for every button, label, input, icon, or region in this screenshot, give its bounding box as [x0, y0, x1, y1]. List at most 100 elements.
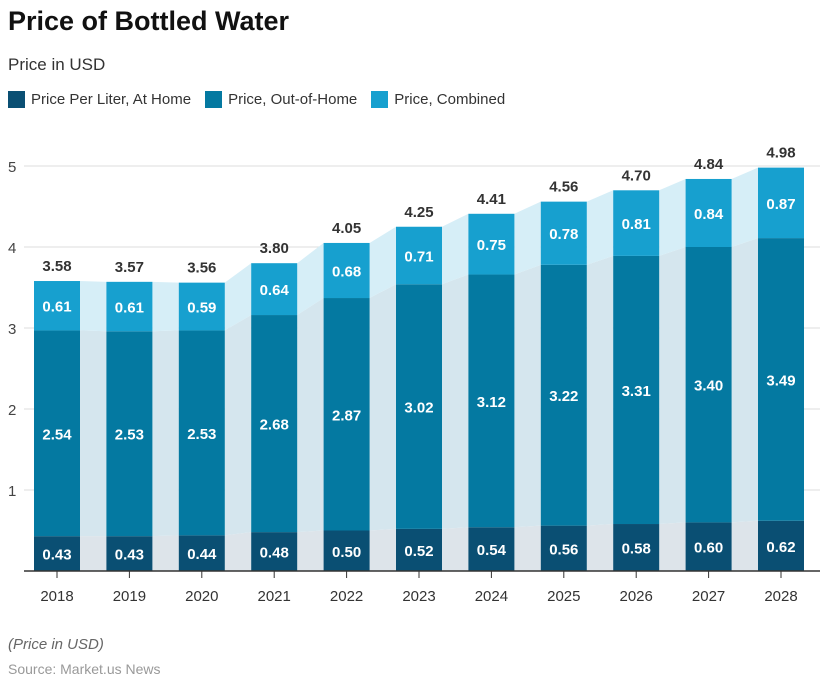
x-tick-label: 2020 [185, 588, 218, 605]
bar-segment [251, 315, 298, 533]
total-label: 4.56 [549, 179, 578, 196]
connector-area [659, 522, 686, 571]
data-label: 0.54 [477, 542, 507, 559]
bar-segment [540, 201, 587, 265]
data-label: 3.49 [766, 372, 795, 389]
bar-segment [323, 242, 370, 299]
bar-segment [758, 238, 804, 521]
x-tick-label: 2027 [692, 588, 725, 605]
connector-area [369, 528, 396, 571]
y-tick-label: 1 [8, 483, 16, 500]
connector-area [369, 284, 396, 531]
data-label: 0.60 [694, 540, 723, 557]
connector-area [152, 330, 179, 537]
bar-segment [34, 536, 80, 571]
bar-segment [613, 190, 660, 256]
data-label: 0.43 [115, 547, 144, 564]
connector-area [442, 527, 469, 571]
total-label: 3.57 [115, 259, 144, 276]
x-tick-label: 2024 [475, 588, 508, 605]
bar-segment [468, 527, 515, 571]
bar-segment [540, 264, 587, 526]
connector-area [514, 525, 541, 571]
data-label: 0.84 [694, 206, 724, 223]
x-tick-label: 2026 [620, 588, 653, 605]
total-label: 4.98 [766, 145, 795, 162]
chart-title: Price of Bottled Water [8, 6, 290, 36]
legend: Price Per Liter, At Home Price, Out-of-H… [8, 91, 505, 108]
bar-segment [758, 167, 804, 239]
legend-swatch [205, 91, 223, 108]
connector-area [731, 520, 758, 571]
connector-area [152, 281, 179, 332]
data-label: 3.40 [694, 378, 723, 395]
connector-area [297, 242, 324, 316]
data-label: 0.75 [477, 237, 506, 254]
connector-area [442, 213, 469, 285]
connector-area [224, 263, 252, 331]
x-tick-label: 2025 [547, 588, 580, 605]
legend-swatch [371, 91, 389, 108]
data-label: 0.52 [404, 543, 433, 560]
data-label: 0.44 [187, 546, 217, 563]
bar-segment [758, 520, 804, 571]
x-tick-label: 2022 [330, 588, 363, 605]
total-label: 4.25 [404, 204, 433, 221]
bar-segment [178, 330, 225, 536]
data-label: 0.56 [549, 541, 578, 558]
total-label: 4.41 [477, 191, 506, 208]
bar-segment [178, 282, 225, 331]
bar-segment [540, 525, 587, 571]
data-label: 0.81 [622, 216, 651, 233]
y-tick-label: 5 [8, 159, 16, 176]
data-label: 0.62 [766, 539, 795, 556]
total-label: 3.80 [260, 240, 289, 257]
data-label: 2.53 [187, 426, 216, 443]
data-label: 0.58 [622, 541, 651, 558]
x-tick-label: 2018 [40, 588, 73, 605]
total-label: 3.56 [187, 260, 216, 277]
connector-area [731, 238, 758, 523]
connector-area [586, 190, 614, 265]
data-label: 2.54 [42, 426, 72, 443]
bar-segment [613, 524, 660, 571]
data-label: 2.68 [260, 417, 289, 434]
connector-area [659, 178, 686, 256]
legend-swatch [8, 91, 25, 108]
x-tick-label: 2028 [764, 588, 797, 605]
connector-area [514, 201, 541, 275]
data-label: 0.50 [332, 544, 361, 561]
connector-area [152, 535, 179, 571]
y-tick-label: 2 [8, 402, 16, 419]
x-tick-label: 2019 [113, 588, 146, 605]
data-label: 0.87 [766, 196, 795, 213]
connector-area [731, 167, 758, 247]
bar-segment [685, 247, 732, 523]
bar-segment [468, 274, 515, 528]
connector-area [659, 247, 686, 525]
bar-segment [106, 281, 153, 332]
data-label: 3.22 [549, 388, 578, 405]
bar-segment [685, 178, 732, 247]
data-label: 2.53 [115, 427, 144, 444]
connector-area [369, 226, 396, 299]
data-label: 0.61 [42, 299, 71, 316]
total-label: 4.70 [622, 167, 651, 184]
bar-segment [613, 255, 660, 525]
data-label: 0.43 [42, 547, 71, 564]
chart-note: (Price in USD) [8, 636, 104, 653]
data-label: 0.59 [187, 300, 216, 317]
bar-segment [396, 284, 442, 529]
bar-segment [251, 532, 298, 571]
y-tick-label: 3 [8, 321, 16, 338]
connector-area [297, 530, 324, 571]
chart-source: Source: Market.us News [8, 661, 161, 677]
legend-label: Price, Out-of-Home [228, 91, 358, 108]
chart-subtitle: Price in USD [8, 55, 106, 74]
data-label: 0.78 [549, 226, 578, 243]
connector-area [80, 330, 107, 537]
connector-area [224, 315, 252, 536]
bar-segment [396, 226, 442, 285]
connector-area [586, 524, 614, 571]
